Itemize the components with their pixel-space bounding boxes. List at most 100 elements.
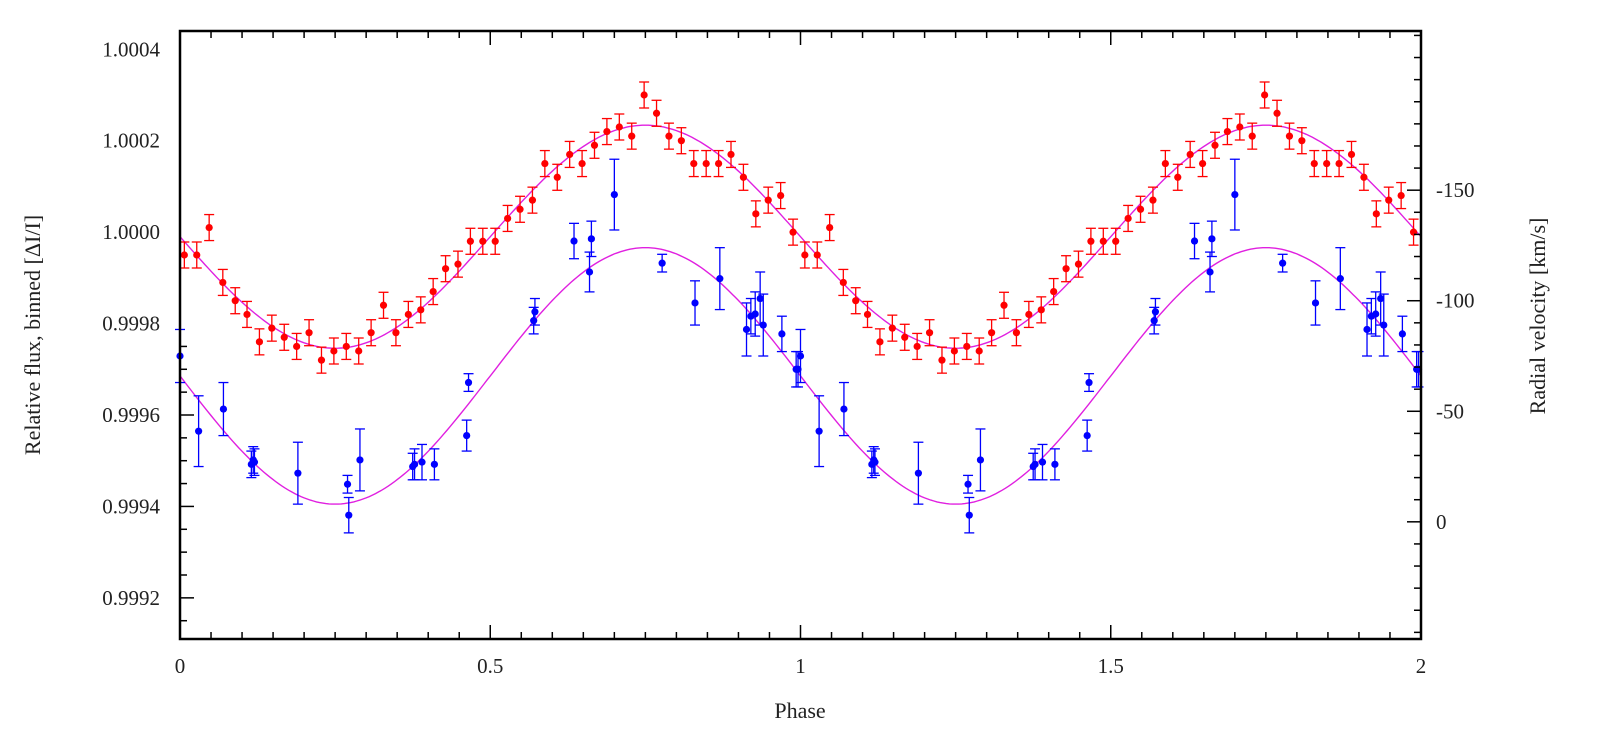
flux-point xyxy=(1136,205,1145,213)
rv-point xyxy=(1363,325,1371,334)
rv-point xyxy=(1038,458,1047,466)
flux-point xyxy=(1335,159,1343,168)
rv-point xyxy=(530,317,538,325)
flux-point xyxy=(1087,237,1095,245)
flux-point xyxy=(1223,127,1232,136)
y-axis-label-left: Relative flux, binned [ΔI/I] xyxy=(20,215,45,455)
flux-point xyxy=(839,278,847,287)
flux-point xyxy=(1112,237,1120,245)
rv-point xyxy=(778,330,786,338)
flux-point xyxy=(219,278,227,287)
y-left-tick-label: 1.0002 xyxy=(102,129,160,153)
flux-point xyxy=(504,214,512,223)
rv-point xyxy=(815,427,823,435)
flux-point xyxy=(1161,159,1169,168)
axes: 0 0.5 1 1.5 2 0.9992 0.9994 0.9996 0.9998 1.0000 1… xyxy=(102,31,1475,678)
rv-point xyxy=(1085,378,1093,387)
y-right-tick-label: -150 xyxy=(1436,178,1475,202)
flux-point xyxy=(777,191,785,200)
flux-point xyxy=(205,223,213,232)
rv-point xyxy=(1190,237,1199,245)
rv-point xyxy=(585,268,594,276)
flux-point xyxy=(379,301,388,309)
flux-point xyxy=(541,159,549,168)
flux-point xyxy=(1000,301,1008,309)
flux-point xyxy=(615,123,623,131)
flux-point xyxy=(1062,265,1070,273)
flux-point xyxy=(479,237,487,245)
rv-point xyxy=(751,310,759,318)
y-left-tick-label: 0.9992 xyxy=(102,586,160,610)
rv-point xyxy=(871,458,879,466)
flux-point xyxy=(1347,150,1356,159)
y-axis-label-right: Radial velocity [km/s] xyxy=(1525,218,1550,415)
flux-point xyxy=(466,237,474,245)
flux-point xyxy=(975,347,983,355)
flux-point xyxy=(702,159,710,168)
plot-frame xyxy=(178,29,1423,641)
flux-point xyxy=(1074,260,1083,268)
flux-point xyxy=(925,329,934,337)
flux-point xyxy=(1211,141,1219,149)
flux-point xyxy=(1385,196,1393,204)
y-left-tick-label: 1.0004 xyxy=(102,37,160,61)
flux-point xyxy=(516,205,524,213)
flux-point xyxy=(392,329,400,337)
rv-point xyxy=(463,431,471,440)
flux-point xyxy=(1360,173,1368,181)
x-tick-label: 1 xyxy=(795,654,806,678)
rv-point xyxy=(1377,294,1385,303)
flux-point xyxy=(628,132,636,140)
flux-series xyxy=(179,81,1419,374)
rv-series xyxy=(175,158,1424,534)
flux-point xyxy=(528,196,537,204)
flux-point xyxy=(193,251,201,259)
flux-point xyxy=(963,342,971,351)
flux-point xyxy=(1037,306,1045,314)
flux-point xyxy=(1099,237,1107,245)
flux-point xyxy=(739,173,748,181)
flux-point xyxy=(441,265,450,273)
flux-point xyxy=(1198,159,1207,168)
flux-point xyxy=(801,251,809,259)
rv-point xyxy=(742,325,751,334)
rv-point xyxy=(1380,321,1388,329)
rv-point xyxy=(219,405,228,413)
flux-point xyxy=(1012,329,1021,337)
y-right-tick-label: -50 xyxy=(1436,399,1464,423)
flux-point xyxy=(1186,150,1194,159)
flux-point xyxy=(1323,159,1331,168)
flux-point xyxy=(305,329,313,337)
rv-point xyxy=(410,460,419,468)
rv-point xyxy=(1231,191,1239,199)
flux-point xyxy=(367,329,375,337)
flux-fit-curve xyxy=(179,124,1422,350)
flux-point xyxy=(553,173,561,181)
flux-point xyxy=(852,297,860,305)
rv-point xyxy=(1398,330,1406,338)
flux-point xyxy=(640,91,648,99)
flux-point xyxy=(355,347,363,355)
flux-point xyxy=(293,342,301,351)
flux-point xyxy=(180,251,188,259)
rv-point xyxy=(587,235,595,243)
flux-point xyxy=(1285,132,1294,140)
rv-point xyxy=(914,469,922,477)
flux-point xyxy=(454,260,462,268)
y-left-tick-label: 0.9996 xyxy=(102,403,160,427)
flux-point xyxy=(317,356,326,364)
rv-point xyxy=(716,275,724,283)
flux-point xyxy=(280,333,288,341)
flux-point xyxy=(1174,173,1182,181)
flux-point xyxy=(888,324,896,332)
rv-point xyxy=(1051,460,1059,468)
rv-point xyxy=(759,321,767,329)
flux-point xyxy=(1273,109,1281,117)
rv-point xyxy=(1150,317,1158,325)
flux-point xyxy=(603,127,611,136)
flux-point xyxy=(342,342,350,351)
rv-point xyxy=(1336,275,1344,283)
rv-point xyxy=(840,405,848,413)
